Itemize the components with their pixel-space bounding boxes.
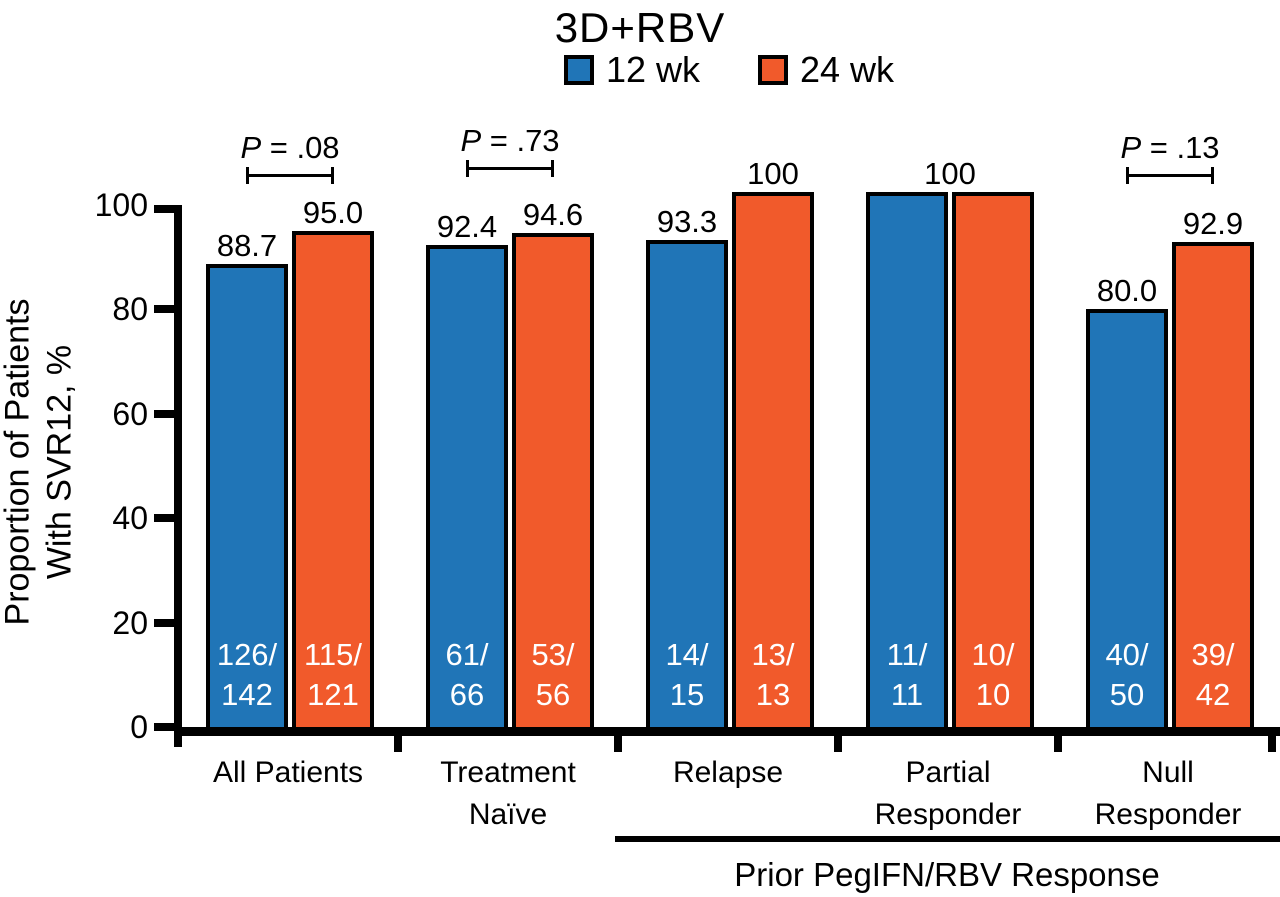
bar-fraction-label: 14/15 xyxy=(665,636,709,712)
y-tick xyxy=(154,723,174,731)
chart-title: 3D+RBV xyxy=(554,4,726,51)
x-tick xyxy=(834,736,842,752)
bar-fraction-label: 10/10 xyxy=(971,637,1015,712)
y-tick xyxy=(154,305,174,314)
bar: 39/42 xyxy=(1172,242,1254,731)
bar-value-label: 88.7 xyxy=(216,227,278,263)
bar-value-label: 92.9 xyxy=(1182,206,1244,242)
bar-value-label: 80.0 xyxy=(1096,273,1158,309)
legend-item-12wk: 12 wk xyxy=(563,49,700,91)
bar-fraction-label: 13/13 xyxy=(751,637,795,712)
bar: 126/142 xyxy=(206,263,288,731)
y-axis-line xyxy=(174,205,182,747)
category-label: All Patients xyxy=(212,756,364,789)
bar: 61/66 xyxy=(426,244,508,731)
y-tick xyxy=(154,409,174,418)
y-tick-label: 60 xyxy=(112,395,148,432)
bar-value-label: 100 xyxy=(747,156,799,191)
p-value-bracket xyxy=(467,167,553,170)
x-tick xyxy=(614,736,622,752)
bar: 13/13 xyxy=(732,192,814,731)
bar: 10/10 xyxy=(952,192,1034,731)
bar-fraction-label: 39/42 xyxy=(1191,636,1235,712)
p-value-label: P = .73 xyxy=(460,123,560,158)
p-value-label: P = .13 xyxy=(1120,130,1220,165)
y-tick-label: 0 xyxy=(130,709,148,745)
p-value-label: P = .08 xyxy=(240,130,340,165)
bar: 11/11 xyxy=(866,192,948,731)
bar-value-label: 94.6 xyxy=(522,197,584,233)
bar: 53/56 xyxy=(512,233,594,731)
category-label: Partial Responder xyxy=(874,756,1022,831)
legend-label-12wk: 12 wk xyxy=(605,49,700,90)
y-tick-label: 80 xyxy=(112,291,148,328)
bar-value-label: 92.4 xyxy=(436,208,498,244)
shared-value-label: 100 xyxy=(924,156,976,191)
bar-fraction-label: 115/121 xyxy=(303,636,363,712)
p-value-bracket xyxy=(247,174,333,177)
y-tick xyxy=(154,205,174,213)
x-tick xyxy=(1054,736,1062,752)
bar: 14/15 xyxy=(646,239,728,731)
group-annotation-underline xyxy=(615,836,1280,842)
x-axis-line xyxy=(174,727,1280,736)
bar-fraction-label: 40/50 xyxy=(1105,636,1149,712)
category-label: Null Responder xyxy=(1094,756,1242,831)
legend-item-24wk: 24 wk xyxy=(758,49,894,91)
y-tick xyxy=(154,514,174,523)
p-value-bracket-cap-right xyxy=(1211,167,1214,184)
p-value-bracket-cap-right xyxy=(331,167,334,184)
x-tick xyxy=(1268,736,1276,752)
bar-fraction-label: 11/11 xyxy=(886,637,928,712)
p-value-bracket-cap-left xyxy=(466,160,469,177)
bar: 115/121 xyxy=(292,231,374,731)
y-tick xyxy=(154,618,174,627)
y-tick-label: 100 xyxy=(94,187,148,223)
legend: 12 wk 24 wk xyxy=(178,49,1280,91)
p-value-bracket-cap-right xyxy=(551,160,554,177)
category-label: Relapse xyxy=(672,756,784,789)
bar-value-label: 93.3 xyxy=(656,203,718,239)
legend-label-24wk: 24 wk xyxy=(800,49,895,90)
group-annotation-label: Prior PegIFN/RBV Response xyxy=(734,856,1160,893)
bar-fraction-label: 61/66 xyxy=(445,636,489,712)
legend-swatch-24wk-icon xyxy=(758,55,788,85)
y-tick-label: 20 xyxy=(112,604,148,641)
category-label: Treatment Naïve xyxy=(440,756,576,831)
p-value-bracket xyxy=(1127,174,1213,177)
p-value-bracket-cap-left xyxy=(246,167,249,184)
bar-fraction-label: 126/142 xyxy=(216,636,278,712)
p-value-bracket-cap-left xyxy=(1126,167,1129,184)
bar-fraction-label: 53/56 xyxy=(531,636,575,712)
legend-swatch-12wk-icon xyxy=(563,55,594,85)
bar-value-label: 95.0 xyxy=(302,195,364,231)
bar: 40/50 xyxy=(1086,309,1168,731)
y-tick-label: 40 xyxy=(112,500,148,537)
x-tick xyxy=(394,736,402,752)
